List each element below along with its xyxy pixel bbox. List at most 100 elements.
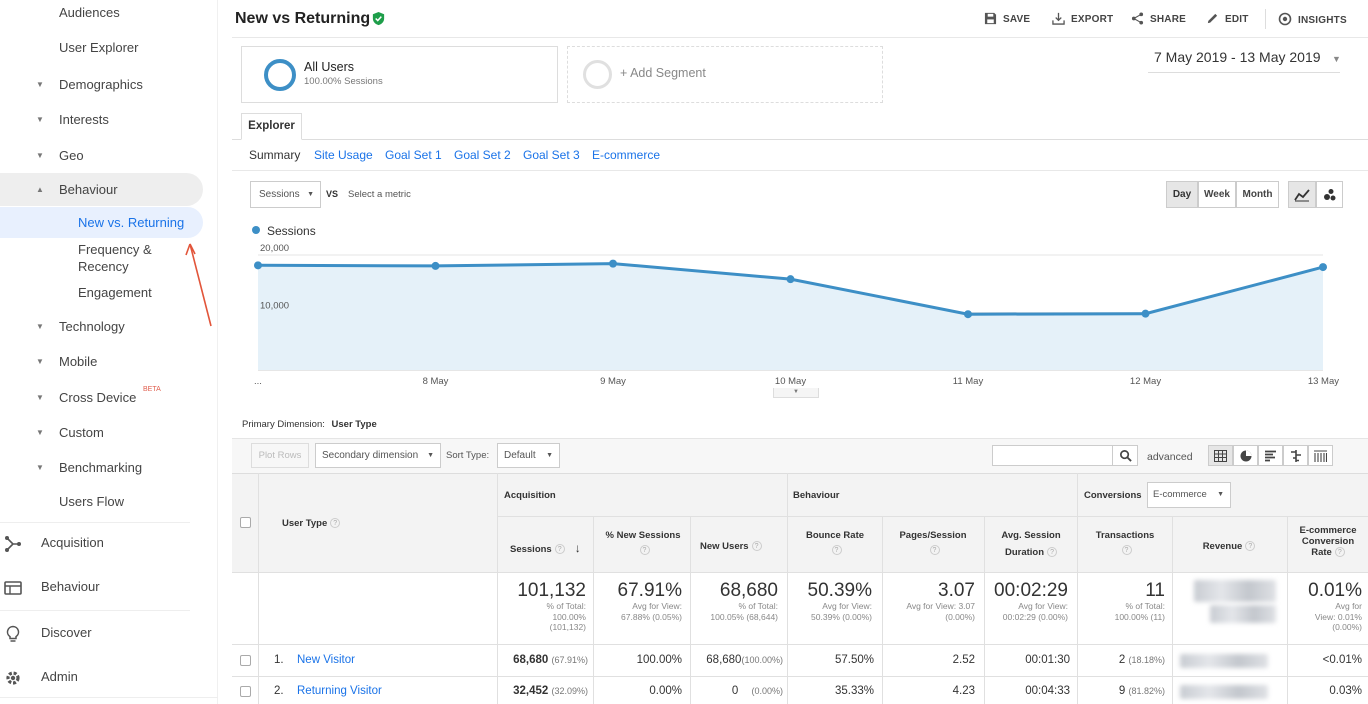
period-week-button[interactable]: Week xyxy=(1198,181,1236,208)
row-bounce-rate: 35.33% xyxy=(834,685,874,697)
share-button[interactable]: SHARE xyxy=(1131,12,1186,25)
select-all-checkbox[interactable] xyxy=(240,517,251,528)
table-divider xyxy=(258,473,259,704)
column-avg-session-duration[interactable]: Avg. Session Duration? xyxy=(987,530,1075,558)
subtab-site-usage[interactable]: Site Usage xyxy=(314,148,373,162)
data-point-3[interactable] xyxy=(609,259,617,268)
table-row[interactable]: 1. New Visitor 68,680 (67.91%) 100.00% 6… xyxy=(232,645,1368,676)
total-new-sessions: 67.91% xyxy=(617,580,682,601)
help-icon[interactable]: ? xyxy=(330,518,341,529)
motion-chart-toggle[interactable] xyxy=(1316,181,1343,208)
data-point-4[interactable] xyxy=(786,275,795,284)
table-row[interactable]: 2. Returning Visitor 32,452 (32.09%) 0.0… xyxy=(232,677,1368,704)
date-range-picker[interactable]: 7 May 2019 - 13 May 2019 xyxy=(1154,49,1321,65)
help-icon[interactable]: ? xyxy=(751,541,762,552)
help-icon[interactable]: ? xyxy=(554,544,565,555)
row-user-type-link[interactable]: New Visitor xyxy=(297,654,355,666)
conversions-select[interactable]: E-commerce ▼ xyxy=(1147,482,1231,508)
row-checkbox[interactable] xyxy=(240,655,251,666)
table-search-input[interactable] xyxy=(992,445,1113,466)
help-icon[interactable]: ? xyxy=(1334,547,1345,558)
period-month-button[interactable]: Month xyxy=(1236,181,1279,208)
subtab-goal-set-3[interactable]: Goal Set 3 xyxy=(523,148,580,162)
period-day-button[interactable]: Day xyxy=(1166,181,1198,208)
secondary-dimension-select[interactable]: Secondary dimension ▼ xyxy=(315,443,441,468)
data-point-7[interactable] xyxy=(1319,263,1327,272)
nav-selected-highlight xyxy=(0,207,203,238)
view-pivot-button[interactable] xyxy=(1308,445,1333,466)
chart-collapse-handle[interactable]: ▼ xyxy=(773,388,819,398)
total-pages-session: 3.07 xyxy=(938,580,975,601)
view-bar-button[interactable] xyxy=(1258,445,1283,466)
table-divider xyxy=(690,517,691,704)
subtab-ecommerce[interactable]: E-commerce xyxy=(592,148,661,162)
save-button[interactable]: SAVE xyxy=(984,12,1030,25)
chevron-down-icon[interactable]: ▼ xyxy=(1332,54,1341,64)
help-icon[interactable]: ? xyxy=(1245,541,1256,552)
data-point-5[interactable] xyxy=(964,310,972,319)
line-chart-toggle[interactable] xyxy=(1288,181,1316,208)
grid-view-icon xyxy=(1214,450,1227,462)
row-checkbox[interactable] xyxy=(240,686,251,697)
metric-select[interactable]: Sessions ▼ xyxy=(250,181,321,208)
total-ecr-sub: Avg for View: 0.01% (0.00%) xyxy=(1314,601,1362,632)
column-pages-session[interactable]: Pages/Session? xyxy=(885,530,981,555)
column-revenue[interactable]: Revenue? xyxy=(1174,541,1284,552)
column-new-sessions[interactable]: % New Sessions? xyxy=(598,530,688,555)
help-icon[interactable]: ? xyxy=(1047,547,1058,558)
comparison-view-icon xyxy=(1290,450,1301,462)
primary-dimension-value: User Type xyxy=(331,419,377,430)
tab-explorer[interactable]: Explorer xyxy=(241,113,302,140)
segment-all-users[interactable]: All Users 100.00% Sessions xyxy=(241,46,558,103)
column-new-users[interactable]: New Users? xyxy=(700,541,762,552)
chevron-down-icon: ▼ xyxy=(1217,491,1224,498)
column-user-type[interactable]: User Type? xyxy=(282,518,341,529)
column-bounce-rate[interactable]: Bounce Rate? xyxy=(790,530,880,555)
help-icon[interactable]: ? xyxy=(831,545,842,555)
discover-icon xyxy=(6,625,20,642)
row-user-type-link[interactable]: Returning Visitor xyxy=(297,685,382,697)
search-icon xyxy=(1119,450,1132,462)
edit-button[interactable]: EDIT xyxy=(1206,12,1249,25)
pencil-icon xyxy=(1207,13,1218,24)
export-button[interactable]: EXPORT xyxy=(1052,12,1113,25)
data-point-2[interactable] xyxy=(431,261,440,270)
total-pages-session-sub: Avg for View: 3.07 (0.00%) xyxy=(906,601,975,622)
subtab-goal-set-2[interactable]: Goal Set 2 xyxy=(454,148,511,162)
data-point-1[interactable] xyxy=(254,261,262,270)
sessions-area xyxy=(258,263,1323,370)
column-transactions[interactable]: Transactions? xyxy=(1080,530,1170,555)
add-segment-button[interactable]: + Add Segment xyxy=(567,46,883,103)
column-label: Revenue xyxy=(1202,541,1243,552)
view-pie-button[interactable] xyxy=(1233,445,1258,466)
sort-type-select[interactable]: Default ▼ xyxy=(497,443,560,468)
metric-select-label: Sessions xyxy=(259,189,300,200)
bar-view-icon xyxy=(1264,450,1276,462)
row-ecr: <0.01% xyxy=(1322,654,1362,666)
data-point-6[interactable] xyxy=(1141,309,1150,318)
help-icon[interactable]: ? xyxy=(639,545,650,555)
beta-badge: BETA xyxy=(143,386,161,393)
select-metric-link[interactable]: Select a metric xyxy=(348,189,411,200)
tab-underline xyxy=(232,139,1368,140)
plot-rows-button[interactable]: Plot Rows xyxy=(251,443,309,468)
row-new-sessions: 0.00% xyxy=(649,685,682,697)
column-label: Pages/Session xyxy=(899,530,967,541)
subtab-goal-set-1[interactable]: Goal Set 1 xyxy=(385,148,442,162)
total-sessions-sub: % of Total: 100.00% (101,132) xyxy=(546,601,586,632)
column-ecommerce-conversion-rate[interactable]: E-commerce Conversion Rate? xyxy=(1288,525,1368,558)
subtab-summary[interactable]: Summary xyxy=(249,148,301,162)
insights-icon xyxy=(1278,12,1292,26)
row-sessions: 32,452 xyxy=(513,685,549,697)
view-table-button[interactable] xyxy=(1208,445,1233,466)
date-underline xyxy=(1148,72,1340,73)
sidebar-item-label: Custom xyxy=(59,425,104,440)
total-avg-duration-sub: Avg for View: 00:02:29 (0.00%) xyxy=(1002,601,1068,622)
help-icon[interactable]: ? xyxy=(1121,545,1132,555)
column-sessions[interactable]: Sessions? ↓ xyxy=(510,541,581,555)
table-search-button[interactable] xyxy=(1112,445,1138,466)
help-icon[interactable]: ? xyxy=(929,545,940,555)
advanced-filter-link[interactable]: advanced xyxy=(1147,451,1193,463)
insights-button[interactable]: INSIGHTS xyxy=(1278,12,1347,26)
view-comparison-button[interactable] xyxy=(1283,445,1308,466)
